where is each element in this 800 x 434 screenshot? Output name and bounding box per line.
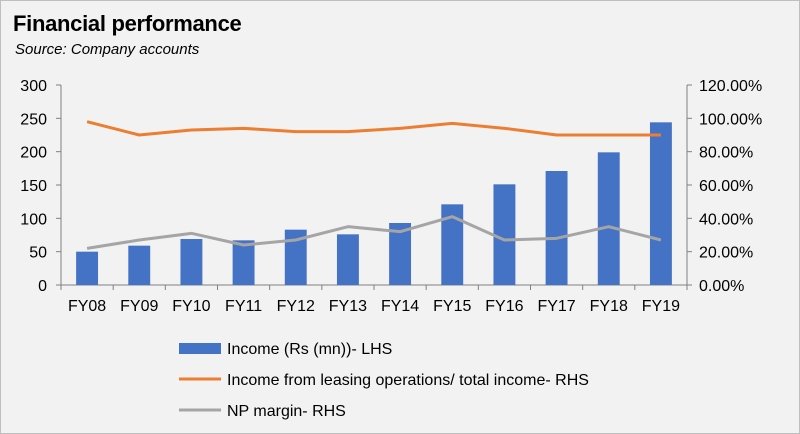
legend-label: NP margin- RHS <box>227 403 346 420</box>
left-tick-label: 250 <box>20 111 47 128</box>
left-tick-label: 50 <box>29 245 47 262</box>
left-tick-label: 100 <box>20 211 47 228</box>
x-tick-label: FY18 <box>590 298 628 315</box>
x-tick-label: FY17 <box>537 298 575 315</box>
x-tick-label: FY15 <box>433 298 471 315</box>
right-tick-label: 40.00% <box>699 211 753 228</box>
x-tick-label: FY13 <box>329 298 367 315</box>
bar-fy18 <box>598 152 620 285</box>
x-tick-label: FY12 <box>277 298 315 315</box>
right-tick-label: 60.00% <box>699 178 753 195</box>
bar-fy11 <box>233 240 255 285</box>
x-tick-label: FY19 <box>642 298 680 315</box>
bar-fy08 <box>76 252 98 285</box>
bar-fy16 <box>493 184 515 285</box>
bar-fy09 <box>128 246 150 285</box>
right-tick-label: 0.00% <box>699 278 744 295</box>
x-tick-label: FY09 <box>120 298 158 315</box>
x-tick-label: FY08 <box>68 298 106 315</box>
right-tick-label: 120.00% <box>699 78 762 95</box>
x-tick-label: FY11 <box>225 298 262 315</box>
left-tick-label: 200 <box>20 145 47 162</box>
bar-fy10 <box>180 239 202 285</box>
legend-label: Income from leasing operations/ total in… <box>227 372 589 389</box>
right-tick-label: 100.00% <box>699 111 762 128</box>
bar-fy13 <box>337 234 359 285</box>
x-tick-label: FY16 <box>485 298 523 315</box>
bar-fy19 <box>650 122 672 285</box>
left-tick-label: 150 <box>20 178 47 195</box>
right-tick-label: 80.00% <box>699 145 753 162</box>
np-margin-line <box>87 217 661 249</box>
legend-label: Income (Rs (mn))- LHS <box>227 341 392 358</box>
legend-swatch-bar <box>179 343 221 354</box>
right-tick-label: 20.00% <box>699 245 753 262</box>
left-tick-label: 300 <box>20 78 47 95</box>
x-tick-label: FY14 <box>381 298 419 315</box>
left-tick-label: 0 <box>38 278 47 295</box>
leasing-ratio-line <box>87 122 661 135</box>
bar-fy17 <box>546 171 568 285</box>
x-tick-label: FY10 <box>172 298 210 315</box>
